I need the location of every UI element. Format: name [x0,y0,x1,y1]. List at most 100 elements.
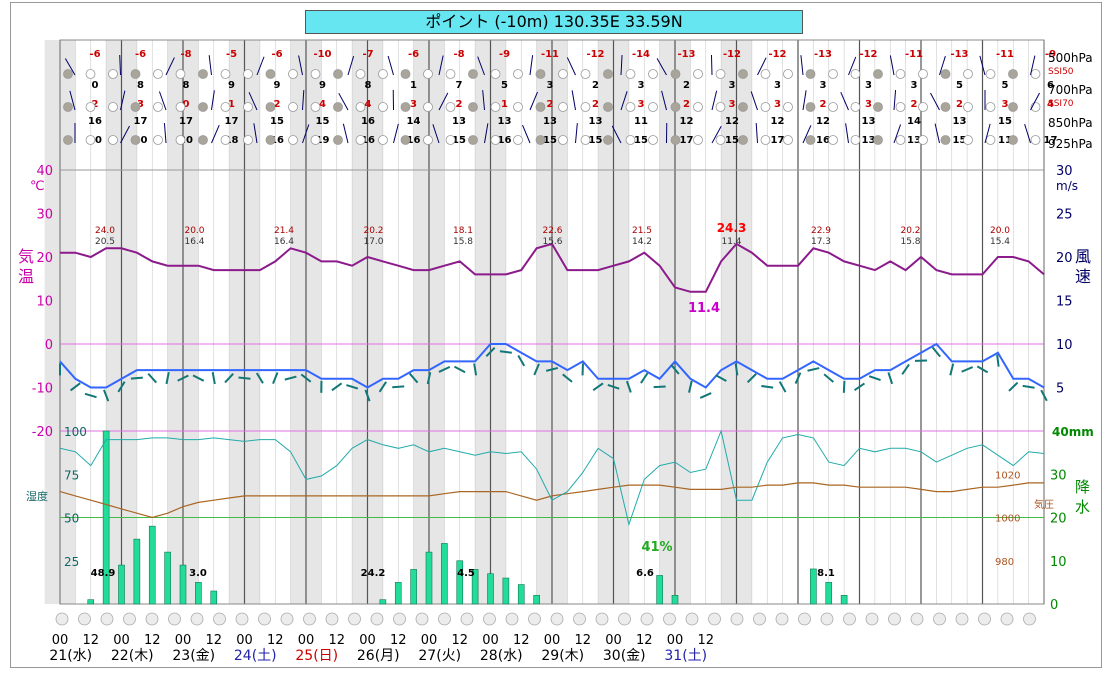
cloud-cover-circle [423,69,433,79]
wind-axis-label-1: 風 [1075,247,1091,266]
cloud-cover-circle [963,135,973,145]
precip-bar [118,564,125,605]
weather-icon [753,612,766,626]
hour-label-00: 00 [605,633,622,648]
cloud-cover-circle [243,69,253,79]
cloud-cover-circle [1008,135,1018,145]
wind-dir-arrow [746,373,757,384]
hour-label-00: 00 [544,633,561,648]
hour-label-00: 00 [298,633,315,648]
daily-max-temp: 24.3 [717,221,747,235]
wind-dir-arrow [346,384,359,390]
wind-dir-arrow [453,365,466,374]
hour-label-12: 12 [574,633,591,648]
upper-air-value: 3 [865,99,872,110]
cloud-cover-circle [85,69,96,79]
wind-dir-arrow [761,384,774,389]
pressure-level-label: 850hPa [1048,116,1093,130]
wind-barb [575,123,578,144]
hour-label-12: 12 [390,633,407,648]
wind-dir-arrow [392,385,405,389]
wind-dir-arrow [592,382,604,392]
cloud-cover-circle [625,135,636,145]
wind-dir-arrow [715,374,727,382]
precip-unit: 40mm [1052,425,1094,439]
cloud-cover-circle [288,102,298,112]
cloud-cover-circle [198,69,208,79]
wind-barb [979,55,986,76]
weather-icon [910,612,924,626]
upper-air-value: 17 [134,116,148,127]
hour-label-12: 12 [144,633,161,648]
wind-barb [347,55,355,76]
upper-air-value: 16 [361,135,375,146]
cloud-cover-circle [940,102,951,112]
upper-air-value: 2 [683,99,690,110]
upper-air-value: 15 [998,116,1012,127]
cloud-cover-circle [468,102,478,112]
wind-dir-arrow [364,389,371,402]
cloud-cover-circle [918,135,928,145]
wind-barb [477,56,485,76]
daily-min-temp: 15.6 [542,237,562,247]
cloud-cover-circle [580,135,591,145]
cloud-cover-circle [873,69,883,79]
weather-icon [505,612,519,626]
cloud-cover-circle [963,69,973,79]
upper-air-value: 3 [638,99,645,110]
cloud-cover-circle [355,135,366,145]
weather-icon [325,612,339,626]
cloud-cover-circle [850,102,861,112]
wind-barb [710,54,713,76]
upper-air-value: 17 [771,135,785,146]
upper-air-value: 16 [361,116,375,127]
cloud-cover-circle [63,102,73,112]
cloud-cover-circle [850,135,861,145]
daily-min-temp: 15.4 [990,237,1010,247]
cloud-cover-circle [828,135,838,145]
upper-air-value: 5 [501,80,508,91]
min-temp-annotation: 11.4 [688,301,720,316]
cloud-cover-circle [378,69,388,79]
precip-bar [502,577,510,605]
wind-dir-arrow [853,382,866,391]
precip-bar [840,595,848,605]
upper-air-value: 15 [270,116,284,127]
cloud-cover-circle [108,102,118,112]
upper-air-value: 15 [634,135,648,146]
upper-air-value: 12 [816,116,830,127]
weather-icon [685,612,699,626]
humidity-line [59,429,1045,527]
humidity-tick: 75 [64,468,79,482]
precip-bar [487,573,494,605]
wind-barb [438,92,449,111]
upper-air-value: -12 [586,49,604,60]
upper-air-value: -14 [632,49,650,60]
upper-air-value: 2 [274,99,281,110]
wind-dir-arrow [688,380,693,393]
wind-barb [119,55,121,76]
cloud-cover-circle [265,69,276,79]
upper-air-value: -13 [677,49,695,60]
upper-air-value: 17 [1044,135,1058,146]
cloud-cover-circle [310,69,321,79]
upper-air-value: 4 [319,99,326,110]
humidity-tick: 50 [64,512,79,526]
wind-barb [755,123,758,144]
upper-air-value: 2 [911,99,918,110]
daily-max-temp: 20.0 [184,226,204,236]
upper-air-value: 16 [498,135,512,146]
wind-tick: 15 [1056,295,1073,310]
precip-bar [825,582,833,605]
cloud-cover-circle [558,69,568,79]
cloud-cover-circle [760,102,771,112]
wind-barb [1030,92,1040,111]
wind-dir-arrow [192,374,205,382]
hour-label-12: 12 [513,633,530,648]
cloud-cover-circle [445,69,456,79]
cloud-cover-circle [108,69,118,79]
cloud-cover-circle [625,102,636,112]
hour-label-12: 12 [82,633,99,648]
precip-bar [148,525,156,605]
wind-barb [387,55,394,76]
